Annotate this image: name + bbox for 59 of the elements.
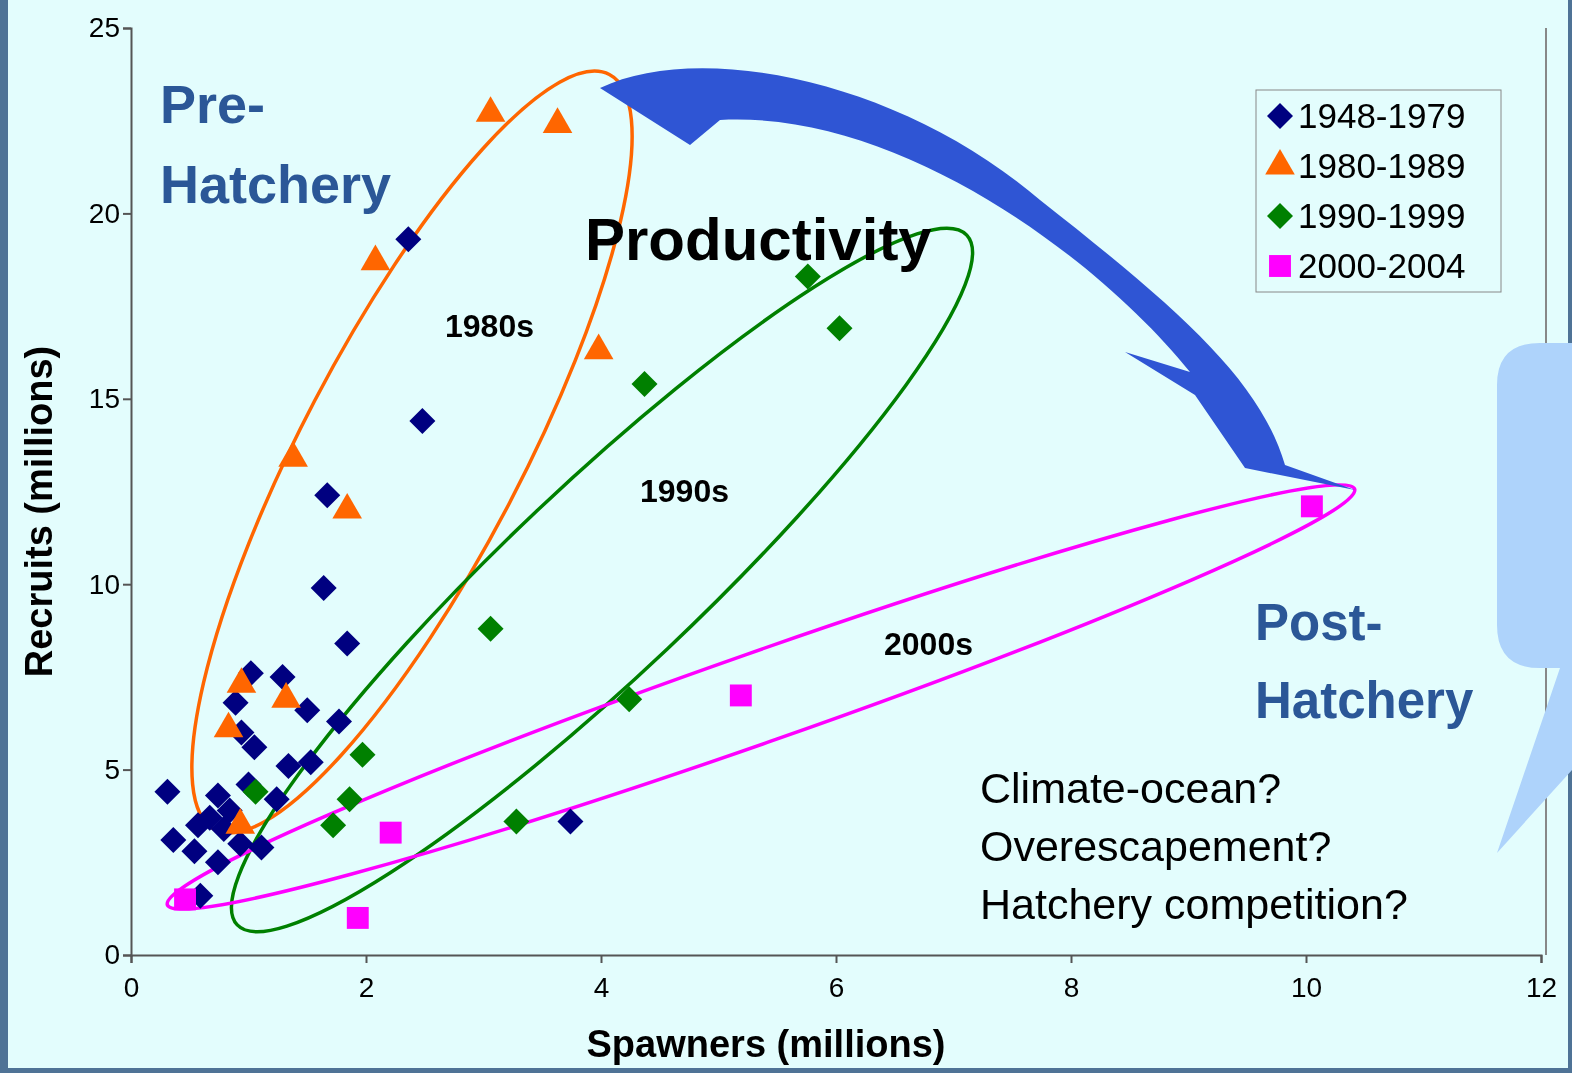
point: [248, 834, 275, 861]
x-tick-label: 12: [1525, 971, 1558, 1003]
y-axis-title: Recruits (millions): [18, 345, 60, 678]
point: [174, 888, 197, 911]
x-tick-label: 2: [358, 971, 375, 1003]
point: [1300, 495, 1323, 518]
annotation: Climate-ocean? Overescapement? Hatchery competition?: [980, 764, 1408, 928]
y-tick-label: 15: [88, 383, 120, 415]
point: [160, 827, 187, 854]
point: [184, 812, 211, 839]
point: [294, 697, 321, 724]
point: [204, 782, 231, 809]
point: [242, 778, 269, 805]
legend-label: 1948-1979: [1298, 96, 1466, 135]
point: [346, 906, 369, 929]
legend-label: 2000-2004: [1298, 246, 1466, 285]
point: [349, 741, 376, 768]
point: [275, 752, 302, 779]
annotation: 1980s: [445, 308, 534, 344]
x-tick-label: 4: [593, 971, 610, 1003]
annotation: 2000s: [884, 626, 973, 662]
point: [263, 786, 290, 813]
y-tick-label: 25: [88, 12, 120, 44]
x-tick-label: 6: [828, 971, 845, 1003]
y-tick-label: 5: [104, 754, 120, 786]
point: [320, 812, 347, 839]
point: [616, 686, 643, 713]
point: [297, 749, 324, 776]
point: [379, 821, 402, 844]
point: [204, 849, 231, 876]
point: [334, 630, 361, 657]
point: [631, 370, 658, 397]
point: [409, 408, 436, 435]
x-axis-title: Spawners (millions): [586, 1023, 946, 1065]
point: [310, 574, 337, 601]
point: [826, 315, 853, 342]
point: [477, 615, 504, 642]
point: [269, 663, 296, 690]
y-tick-label: 20: [88, 197, 120, 229]
y-tick-label: 10: [88, 568, 120, 600]
legend-label: 1990-1999: [1298, 196, 1466, 235]
annotation: Pre- Hatchery: [160, 74, 392, 214]
legend-label: 1980-1989: [1298, 146, 1466, 185]
point: [557, 808, 584, 835]
y-tick-label: 0: [104, 939, 120, 971]
x-tick-label: 10: [1290, 971, 1323, 1003]
point: [181, 838, 208, 865]
point: [216, 797, 243, 824]
point: [336, 786, 363, 813]
point: [325, 708, 352, 735]
point: [314, 482, 341, 509]
point: [395, 226, 422, 253]
point: [503, 808, 530, 835]
annotation: 1990s: [640, 473, 729, 509]
point: [241, 734, 268, 761]
x-tick-label: 8: [1063, 971, 1080, 1003]
point: [729, 684, 752, 707]
point: [154, 778, 181, 805]
annotation: Post- Hatchery: [1255, 594, 1474, 729]
